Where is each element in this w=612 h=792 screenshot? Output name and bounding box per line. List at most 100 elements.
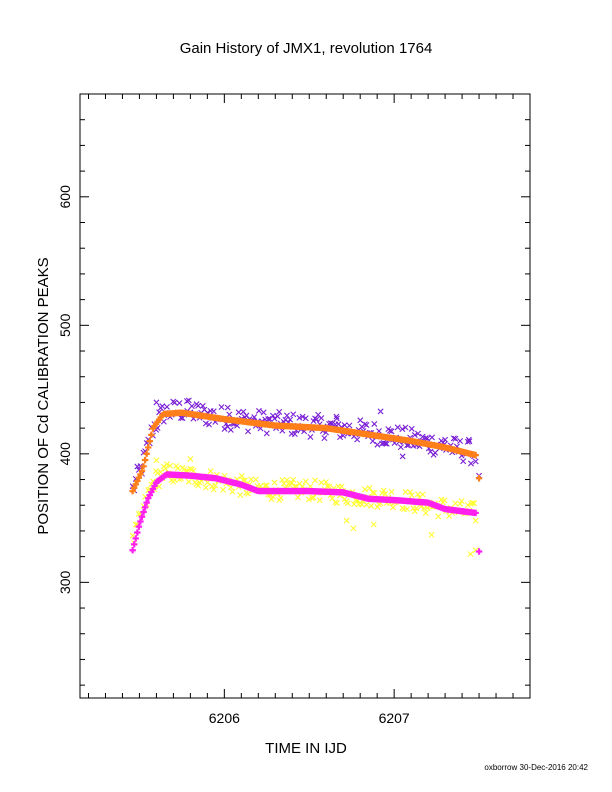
data-point xyxy=(465,436,472,443)
data-point xyxy=(277,495,284,501)
data-point xyxy=(469,499,476,506)
data-point xyxy=(210,408,217,415)
data-point xyxy=(419,491,426,498)
data-point xyxy=(176,400,183,407)
data-point xyxy=(279,476,286,483)
data-point xyxy=(143,450,150,457)
data-point xyxy=(134,529,141,536)
data-point xyxy=(251,414,258,421)
data-point xyxy=(402,488,409,495)
data-point xyxy=(185,397,192,404)
data-point xyxy=(153,457,160,464)
data-point xyxy=(435,513,442,520)
data-point xyxy=(368,502,375,509)
series-yellow xyxy=(129,455,479,558)
data-point xyxy=(460,458,467,465)
data-point xyxy=(346,422,353,429)
data-point xyxy=(394,424,401,431)
data-point xyxy=(135,523,143,530)
data-point xyxy=(227,426,234,433)
data-point xyxy=(179,415,186,422)
data-point xyxy=(312,477,319,484)
data-point xyxy=(294,494,301,501)
data-point xyxy=(428,531,435,538)
data-point xyxy=(464,502,471,509)
data-point xyxy=(140,463,147,470)
data-point xyxy=(143,499,150,506)
data-point xyxy=(276,408,283,415)
data-point xyxy=(310,494,317,501)
data-point xyxy=(140,508,147,516)
data-point xyxy=(414,491,421,498)
data-point xyxy=(413,505,420,512)
data-point xyxy=(138,513,146,520)
data-point xyxy=(305,496,312,503)
data-point xyxy=(344,500,351,507)
data-point xyxy=(466,438,473,445)
data-point xyxy=(382,440,389,447)
y-axis-label: POSITION OF Cd CALIBRATION PEAKS xyxy=(35,257,52,534)
data-point xyxy=(263,482,270,489)
data-point xyxy=(429,434,435,441)
data-point xyxy=(274,413,281,420)
tick-labels: 6206 6207 300 400 500 600 xyxy=(57,185,410,726)
data-point xyxy=(354,436,361,443)
data-point xyxy=(408,492,415,499)
data-point xyxy=(238,472,245,479)
data-point xyxy=(141,456,149,464)
data-point xyxy=(324,483,331,490)
data-point xyxy=(307,434,314,440)
data-point xyxy=(450,435,457,442)
data-point xyxy=(399,426,406,433)
data-point xyxy=(377,408,384,415)
data-point xyxy=(333,413,340,420)
data-point xyxy=(204,479,211,486)
data-point xyxy=(237,492,244,499)
data-point xyxy=(226,411,233,418)
data-point xyxy=(129,487,136,495)
data-point xyxy=(333,500,340,507)
data-point xyxy=(369,489,376,496)
data-point xyxy=(388,428,395,435)
data-point xyxy=(265,416,272,423)
data-point xyxy=(341,422,348,429)
data-point xyxy=(383,440,390,447)
footer-credit: oxborrow 30-Dec-2016 20:42 xyxy=(484,763,588,772)
data-point xyxy=(432,449,439,456)
data-point xyxy=(220,486,227,493)
data-point xyxy=(153,399,160,406)
data-point xyxy=(350,525,357,532)
y-tick-label: 600 xyxy=(57,185,73,209)
data-point xyxy=(174,465,181,472)
data-point xyxy=(163,461,170,468)
data-point xyxy=(386,427,393,434)
chart-title: Gain History of JMX1, revolution 1764 xyxy=(180,40,433,57)
x-axis-label: TIME IN IJD xyxy=(265,740,347,757)
data-point xyxy=(212,482,219,489)
data-point xyxy=(187,455,194,462)
data-point xyxy=(290,476,297,483)
data-point xyxy=(188,403,195,410)
plot-area xyxy=(79,93,531,699)
data-point xyxy=(404,506,411,513)
data-point xyxy=(269,412,276,419)
data-point xyxy=(148,431,155,439)
data-point xyxy=(185,478,192,485)
data-point xyxy=(163,403,170,410)
data-point xyxy=(471,500,478,507)
data-point xyxy=(171,399,178,406)
data-point xyxy=(458,498,465,505)
data-point xyxy=(299,413,306,420)
data-point xyxy=(452,435,459,442)
data-point xyxy=(129,547,136,554)
data-point xyxy=(363,421,370,428)
data-point xyxy=(318,415,325,422)
data-point xyxy=(424,435,431,442)
data-point xyxy=(475,475,483,482)
data-point xyxy=(321,435,328,442)
data-point xyxy=(146,437,153,445)
y-tick-label: 300 xyxy=(57,570,73,594)
data-point xyxy=(472,451,479,459)
data-point xyxy=(218,404,225,411)
data-point xyxy=(248,476,255,483)
